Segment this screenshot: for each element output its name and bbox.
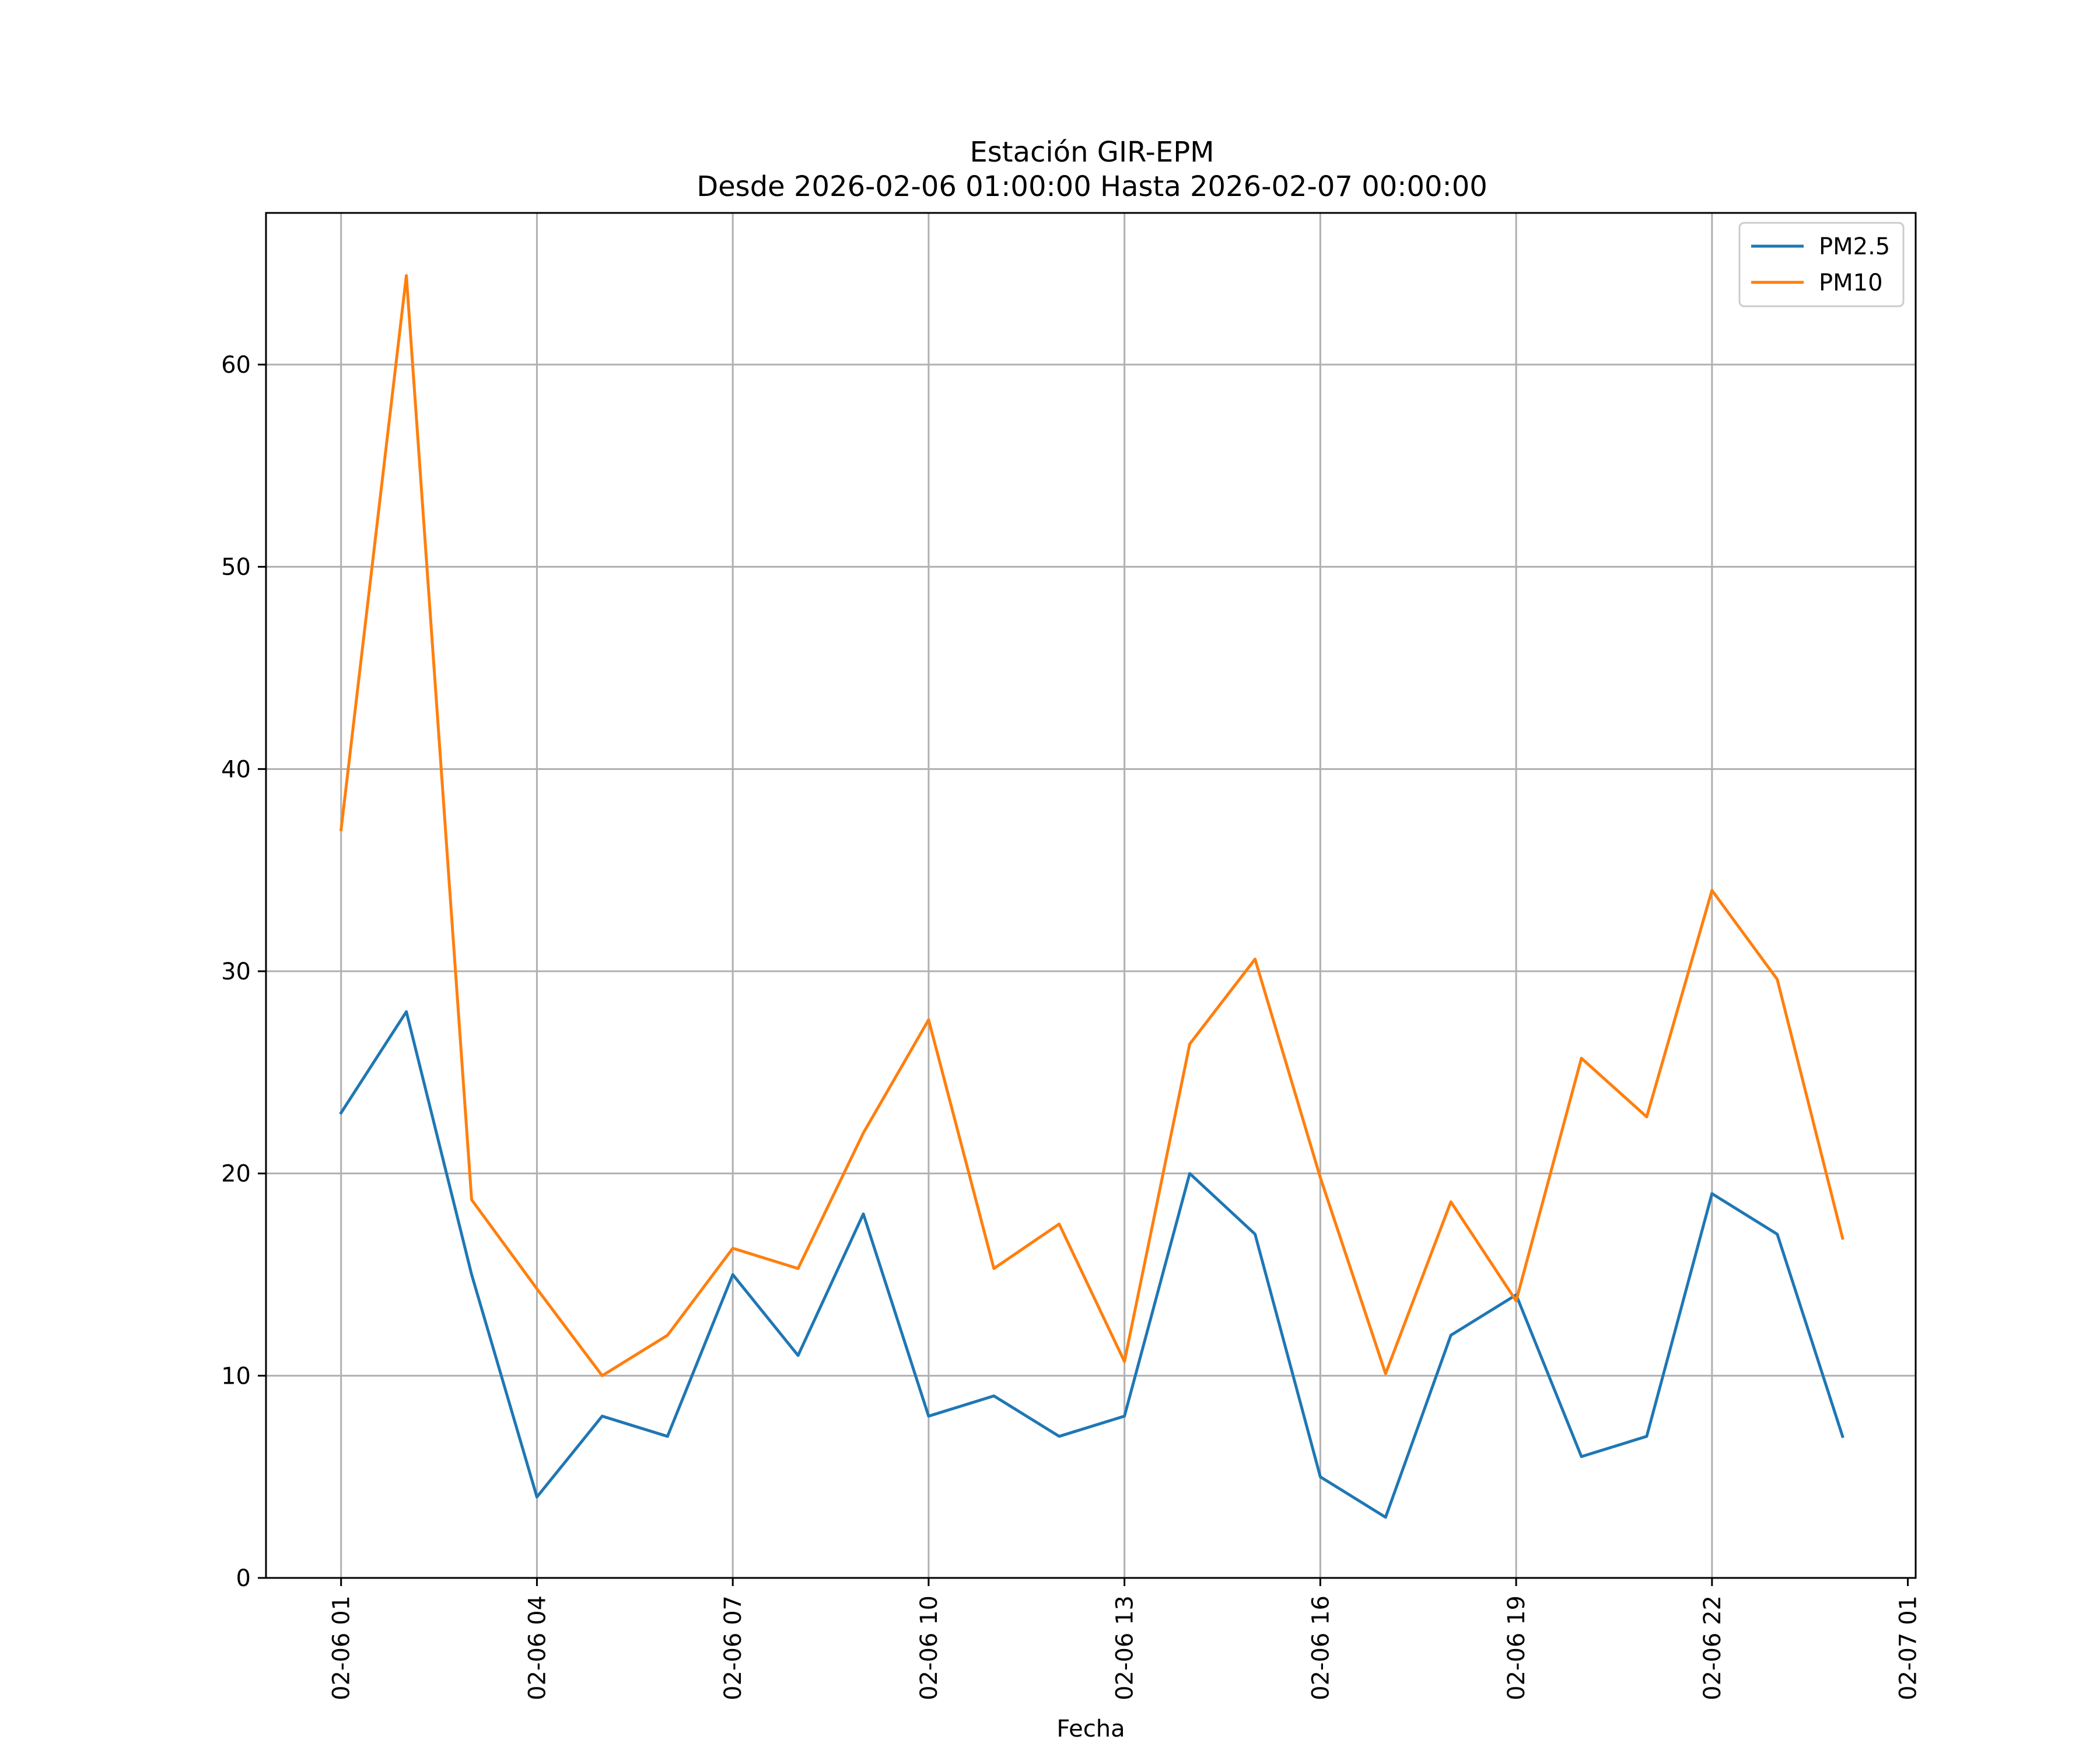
legend-box <box>1738 222 1905 307</box>
y-tick-label: 10 <box>221 1363 251 1390</box>
series-layer <box>339 274 1845 1519</box>
x-tick-label: 02-06 01 <box>328 1595 355 1700</box>
legend: PM2.5 PM10 <box>1738 222 1905 307</box>
x-tick-label: 02-06 16 <box>1307 1595 1334 1700</box>
series-line-pm10 <box>339 274 1845 1377</box>
chart-title: Estación GIR-EPM <box>970 136 1214 169</box>
y-tick-label: 40 <box>221 756 251 783</box>
y-tick-label: 50 <box>221 554 251 581</box>
plot-frame <box>265 212 1917 1579</box>
x-tick-label: 02-06 13 <box>1112 1595 1139 1700</box>
x-axis: 02-06 01 02-06 04 02-06 07 02-06 10 02-06 13… <box>328 1578 1922 1700</box>
x-tick-label: 02-07 01 <box>1895 1595 1922 1700</box>
legend-label-pm10: PM10 <box>1819 270 1883 296</box>
x-tick-label: 02-06 19 <box>1503 1595 1530 1700</box>
y-tick-label: 20 <box>221 1161 251 1188</box>
y-tick-label: 0 <box>236 1565 251 1592</box>
y-tick-label: 60 <box>221 352 251 379</box>
y-tick-label: 30 <box>221 958 251 985</box>
x-tick-label: 02-06 22 <box>1699 1595 1726 1700</box>
series-line-pm25 <box>339 1010 1845 1519</box>
x-axis-label: Fecha <box>1056 1716 1125 1742</box>
y-axis: 0 10 20 30 40 50 60 <box>221 352 266 1592</box>
chart-subtitle: Desde 2026-02-06 01:00:00 Hasta 2026-02-… <box>696 170 1488 203</box>
x-tick-label: 02-06 04 <box>524 1595 551 1700</box>
x-tick-label: 02-06 10 <box>916 1595 943 1700</box>
legend-label-pm25: PM2.5 <box>1819 233 1890 260</box>
x-tick-label: 02-06 07 <box>720 1595 747 1700</box>
